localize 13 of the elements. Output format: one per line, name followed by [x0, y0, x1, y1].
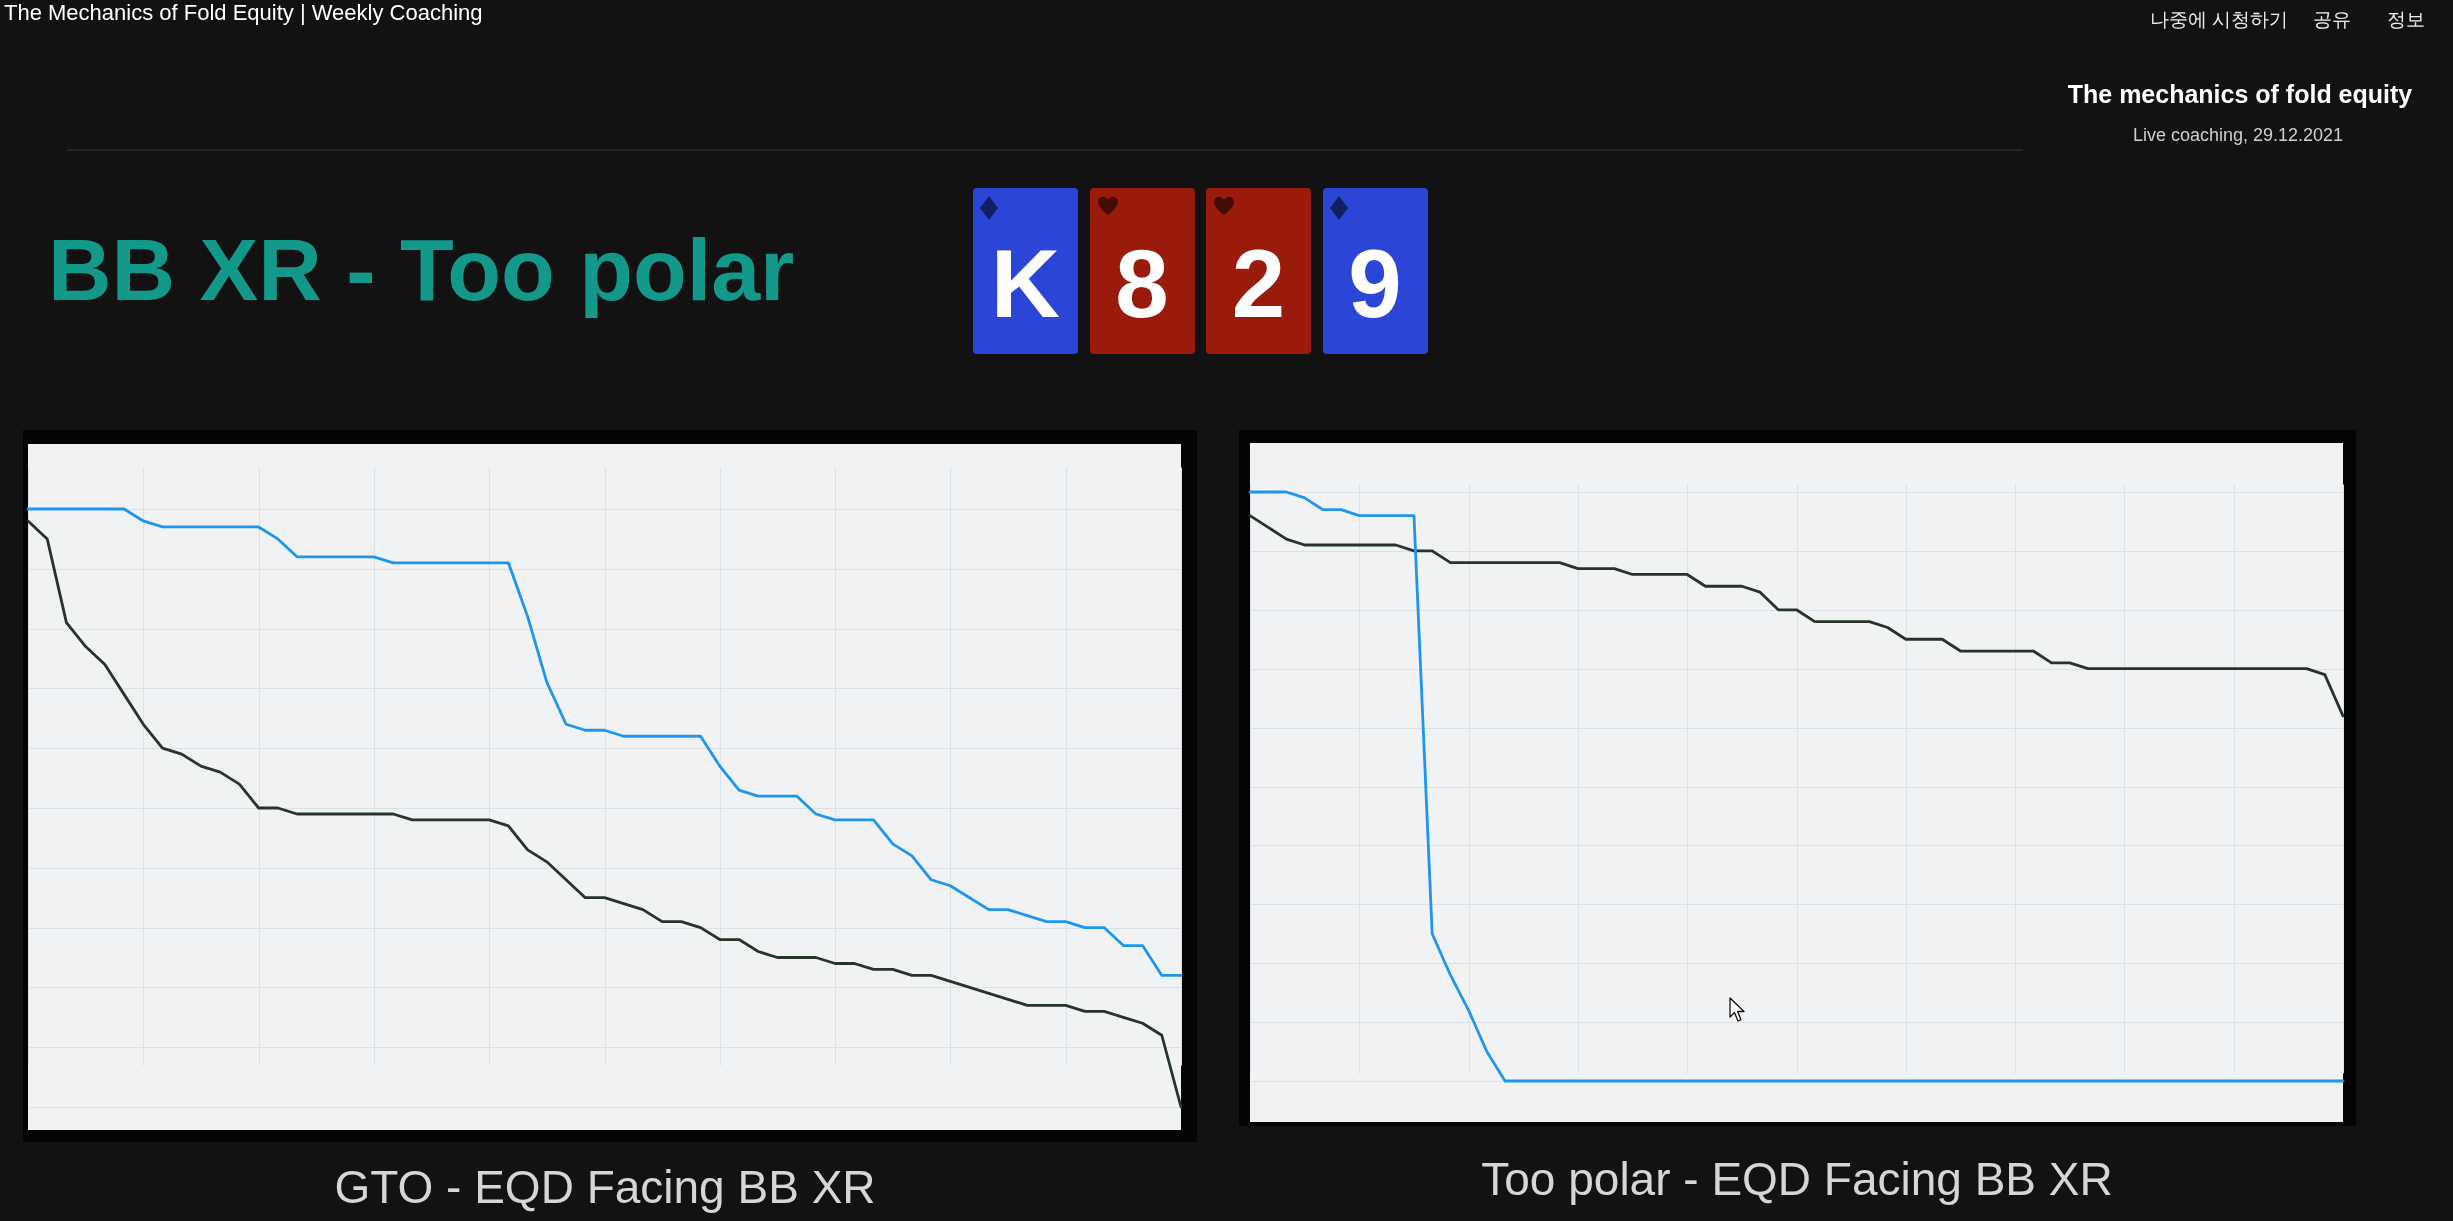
x-axis-title: Too polar - EQD Facing BB XR — [1481, 1152, 2113, 1205]
text: The Mechanics of Fold Equity | Weekly Coaching — [4, 0, 483, 25]
category-label: K — [989, 230, 1062, 337]
text: The mechanics of fold equity — [2067, 80, 2413, 108]
category-label: 9 — [1347, 230, 1403, 337]
category-label: 2 — [1230, 230, 1287, 337]
x-axis-title: GTO - EQD Facing BB XR — [334, 1160, 876, 1213]
category-label: 8 — [1114, 230, 1170, 337]
text: BB XR - Too polar — [48, 220, 795, 319]
text: Live coaching, 29.12.2021 — [2132, 125, 2344, 145]
text: 공유 — [2313, 9, 2351, 30]
text: 정보 — [2387, 9, 2425, 30]
text: 나중에 시청하기 — [2150, 9, 2289, 30]
